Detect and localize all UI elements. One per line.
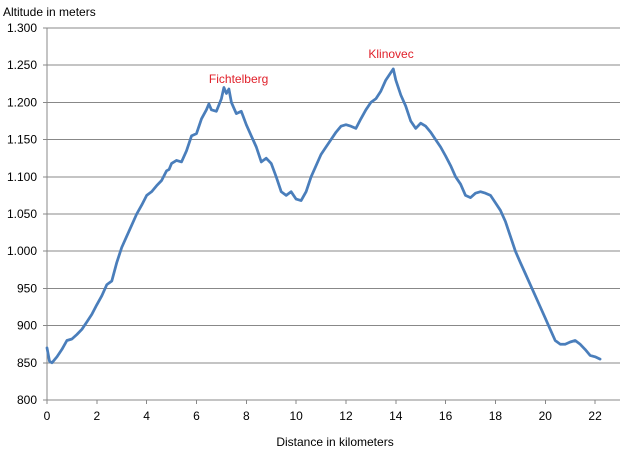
x-tick-labels: 0 2 4 6 8 10 12 14 16 18 20 22 bbox=[44, 409, 602, 423]
peak-annotation: Klinovec bbox=[368, 47, 413, 61]
y-tick-label: 1.100 bbox=[7, 170, 37, 184]
x-tick-label: 18 bbox=[489, 409, 503, 423]
x-tick-label: 2 bbox=[93, 409, 100, 423]
y-tick-label: 900 bbox=[17, 319, 37, 333]
x-tick-label: 0 bbox=[44, 409, 51, 423]
y-tick-label: 950 bbox=[17, 281, 37, 295]
y-tick-label: 1.150 bbox=[7, 133, 37, 147]
x-tick-label: 20 bbox=[539, 409, 553, 423]
y-tick-label: 1.050 bbox=[7, 207, 37, 221]
x-axis-title: Distance in kilometers bbox=[276, 435, 393, 449]
y-tick-label: 850 bbox=[17, 356, 37, 370]
altitude-line bbox=[45, 67, 602, 365]
y-tick-label: 1.200 bbox=[7, 95, 37, 109]
y-tick-label: 800 bbox=[17, 393, 37, 407]
y-tick-labels: 800 850 900 950 1.000 1.050 1.100 1.150 1.200 1.2… bbox=[7, 21, 37, 407]
x-tick-label: 6 bbox=[193, 409, 200, 423]
x-tick-label: 16 bbox=[439, 409, 453, 423]
peak-annotation: Fichtelberg bbox=[209, 72, 268, 86]
y-tick-label: 1.000 bbox=[7, 244, 37, 258]
x-tick-label: 10 bbox=[289, 409, 303, 423]
annotations: Fichtelberg Klinovec bbox=[209, 47, 414, 86]
x-tick-label: 22 bbox=[588, 409, 602, 423]
y-axis-title: Altitude in meters bbox=[3, 5, 96, 19]
x-tick-label: 14 bbox=[389, 409, 403, 423]
y-tick-label: 1.250 bbox=[7, 58, 37, 72]
axes bbox=[43, 27, 620, 404]
y-tick-label: 1.300 bbox=[7, 21, 37, 35]
x-tick-label: 4 bbox=[143, 409, 150, 423]
x-tick-label: 8 bbox=[243, 409, 250, 423]
x-tick-label: 12 bbox=[339, 409, 353, 423]
gridlines bbox=[47, 27, 620, 364]
series bbox=[45, 67, 602, 365]
